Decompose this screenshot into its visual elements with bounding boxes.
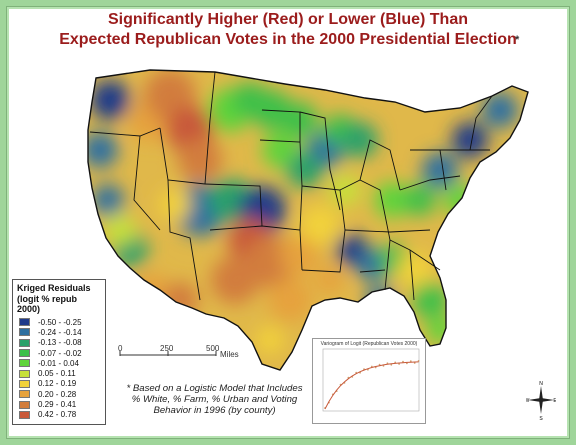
note-line-3: Behavior in 1996 (by county) bbox=[153, 405, 276, 416]
title-line-2: Expected Republican Votes in the 2000 Pr… bbox=[59, 31, 517, 48]
variogram-point bbox=[406, 362, 408, 365]
scale-label-0: 0 bbox=[118, 344, 123, 353]
variogram-point bbox=[413, 362, 416, 364]
legend-item: 0.20 - 0.28 bbox=[13, 389, 105, 399]
surface-patch bbox=[287, 152, 323, 188]
legend: Kriged Residuals (logit % repub 2000) -0… bbox=[12, 279, 106, 425]
legend-label: 0.05 - 0.11 bbox=[38, 369, 76, 379]
surface-patch bbox=[88, 132, 118, 168]
legend-swatch bbox=[19, 338, 30, 347]
legend-swatch bbox=[19, 390, 30, 399]
surface-patch bbox=[316, 266, 344, 294]
scale-bar-graphic bbox=[119, 351, 217, 356]
surface-patch bbox=[132, 272, 168, 308]
map-title: Significantly Higher (Red) or Lower (Blu… bbox=[0, 10, 576, 50]
surface-patch bbox=[482, 92, 518, 128]
legend-label: 0.12 - 0.19 bbox=[38, 379, 77, 389]
surface-patch bbox=[268, 278, 312, 322]
surface-patch bbox=[422, 152, 458, 188]
scale-label-500: 500 bbox=[206, 344, 220, 353]
legend-label: -0.24 - -0.14 bbox=[38, 327, 82, 337]
title-asterisk: * bbox=[515, 34, 520, 46]
compass-n: N bbox=[539, 381, 543, 387]
compass-w: W bbox=[526, 398, 530, 404]
surface-patch bbox=[452, 122, 488, 158]
title-line-1: Significantly Higher (Red) or Lower (Blu… bbox=[107, 11, 468, 28]
legend-label: 0.42 - 0.78 bbox=[38, 410, 77, 420]
compass-e: E bbox=[553, 398, 556, 404]
surface-patch bbox=[211, 256, 259, 304]
surface-patch bbox=[178, 138, 222, 182]
scale-unit: Miles bbox=[220, 350, 239, 359]
variogram-point bbox=[398, 363, 400, 365]
legend-item: -0.50 - -0.25 bbox=[13, 317, 105, 327]
legend-item: 0.12 - 0.19 bbox=[13, 379, 105, 389]
variogram-model-curve bbox=[324, 361, 419, 410]
legend-label: -0.50 - -0.25 bbox=[38, 317, 82, 327]
surface-patch bbox=[329, 174, 361, 206]
legend-swatch bbox=[19, 349, 30, 358]
surface-patch bbox=[256, 326, 284, 354]
variogram-point bbox=[409, 360, 412, 363]
legend-item: 0.29 - 0.41 bbox=[13, 399, 105, 409]
variogram-point bbox=[394, 361, 397, 364]
scale-label-250: 250 bbox=[160, 344, 174, 353]
surface-patch bbox=[412, 282, 448, 318]
surface-patch bbox=[404, 184, 436, 216]
legend-label: -0.07 - -0.02 bbox=[38, 348, 82, 358]
legend-items: -0.50 - -0.25 -0.24 - -0.14 -0.13 - -0.08-… bbox=[13, 317, 105, 420]
legend-item: -0.07 - -0.02 bbox=[13, 348, 105, 358]
residual-surface bbox=[88, 70, 528, 370]
variogram-point bbox=[402, 360, 404, 363]
variogram-inset: Variogram of Logit (Republican Votes 200… bbox=[312, 338, 426, 424]
legend-label: 0.20 - 0.28 bbox=[38, 389, 77, 399]
legend-swatch bbox=[19, 318, 30, 327]
surface-patch bbox=[374, 182, 410, 218]
variogram-plot bbox=[322, 348, 420, 412]
legend-title: Kriged Residuals bbox=[17, 283, 91, 293]
legend-swatch bbox=[19, 410, 30, 419]
compass-rose: N S W E bbox=[525, 380, 558, 422]
surface-patch bbox=[90, 80, 130, 120]
us-outline bbox=[87, 69, 529, 371]
surface-patch bbox=[426, 316, 454, 344]
legend-item: 0.42 - 0.78 bbox=[13, 410, 105, 420]
surface-patch bbox=[280, 235, 320, 275]
surface-patch bbox=[92, 184, 124, 216]
variogram-point bbox=[417, 360, 420, 362]
surface-patch bbox=[104, 214, 136, 246]
note-line-1: * Based on a Logistic Model that Include… bbox=[126, 383, 303, 394]
surface-patch bbox=[342, 122, 378, 158]
model-note: * Based on a Logistic Model that Include… bbox=[112, 383, 317, 416]
legend-item: 0.05 - 0.11 bbox=[13, 368, 105, 378]
legend-item: -0.24 - -0.14 bbox=[13, 327, 105, 337]
legend-swatch bbox=[19, 328, 30, 337]
legend-label: 0.29 - 0.41 bbox=[38, 400, 77, 410]
legend-subtitle: (logit % repub 2000) bbox=[17, 294, 77, 314]
note-line-2: % White, % Farm, % Urban and Voting bbox=[131, 394, 298, 405]
state-borders bbox=[89, 71, 493, 301]
legend-label: -0.13 - -0.08 bbox=[38, 338, 82, 348]
scale-bar: 0 250 500 Miles bbox=[116, 344, 276, 366]
compass-graphic: N S W E bbox=[525, 381, 558, 422]
surface-patch bbox=[159, 189, 191, 221]
legend-label: -0.01 - 0.04 bbox=[38, 358, 79, 368]
legend-swatch bbox=[19, 359, 30, 368]
legend-item: -0.13 - -0.08 bbox=[13, 338, 105, 348]
legend-swatch bbox=[19, 369, 30, 378]
surface-patch bbox=[300, 205, 340, 245]
variogram-title: Variogram of Logit (Republican Votes 200… bbox=[320, 341, 418, 347]
compass-s: S bbox=[539, 416, 543, 420]
surface-patch bbox=[162, 282, 198, 318]
legend-item: -0.01 - 0.04 bbox=[13, 358, 105, 368]
surface-patch bbox=[397, 252, 433, 288]
legend-swatch bbox=[19, 379, 30, 388]
legend-swatch bbox=[19, 400, 30, 409]
